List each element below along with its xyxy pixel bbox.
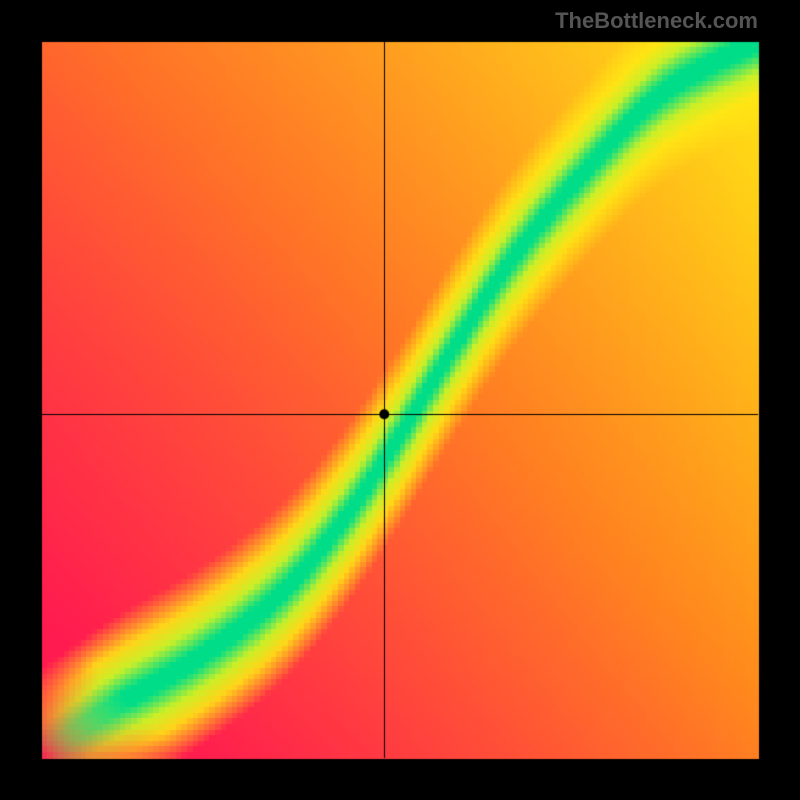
attribution-label: TheBottleneck.com <box>555 8 758 34</box>
chart-container: TheBottleneck.com <box>0 0 800 800</box>
bottleneck-heatmap <box>0 0 800 800</box>
